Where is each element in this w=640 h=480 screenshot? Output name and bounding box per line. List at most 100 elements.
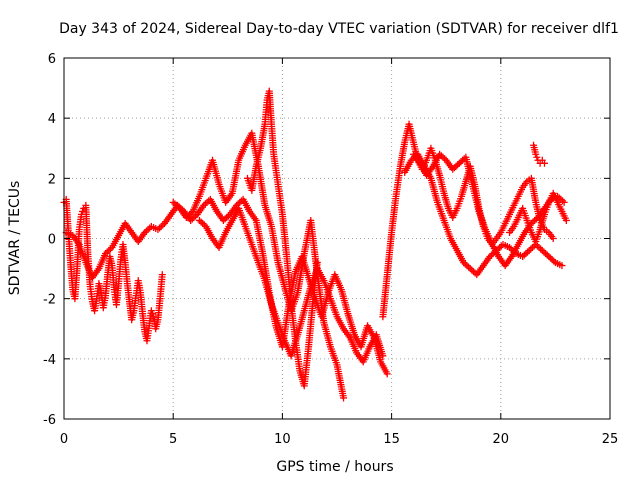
data-point [533, 153, 541, 161]
data-point [528, 244, 536, 252]
data-point [221, 215, 229, 223]
data-point [529, 218, 537, 226]
data-point [156, 224, 164, 232]
data-point [157, 222, 165, 230]
data-points [60, 87, 570, 402]
data-point [142, 227, 150, 235]
data-point [548, 256, 556, 264]
data-point [436, 150, 444, 158]
data-point [172, 201, 180, 209]
data-point [486, 253, 494, 261]
data-point [199, 219, 207, 227]
data-point [148, 310, 156, 318]
data-point [144, 225, 152, 233]
data-point [532, 150, 540, 158]
data-point [540, 248, 548, 256]
data-point [533, 242, 541, 250]
x-tick-label: 15 [383, 432, 400, 447]
data-point [201, 200, 209, 208]
data-point [103, 248, 111, 256]
x-axis-label: GPS time / hours [276, 459, 393, 475]
data-point [454, 161, 462, 169]
data-point [459, 156, 467, 164]
data-point [560, 198, 568, 206]
chart-title: Day 343 of 2024, Sidereal Day-to-day VTE… [59, 21, 619, 37]
series-sat-h [409, 150, 568, 270]
data-point [105, 247, 113, 255]
data-point [522, 250, 530, 258]
axis-ticks: 0 5 10 15 20 25 -6 -4 -2 0 2 4 6 [43, 52, 618, 447]
data-point [519, 253, 527, 261]
data-point [187, 216, 195, 224]
data-point [106, 245, 114, 253]
data-point [449, 165, 457, 173]
data-point [455, 159, 463, 167]
data-point [558, 197, 566, 205]
data-point [79, 207, 87, 215]
data-point [171, 200, 179, 208]
data-point [197, 218, 205, 226]
data-point [542, 250, 550, 258]
series-sat-e [195, 204, 387, 366]
data-point [531, 216, 539, 224]
data-point [461, 260, 469, 268]
data-point [520, 251, 528, 259]
data-point [141, 228, 149, 236]
data-point [158, 271, 166, 279]
y-tick-label: -4 [43, 353, 56, 368]
data-point [187, 209, 195, 217]
data-point [184, 212, 192, 220]
data-point [460, 259, 468, 267]
y-tick-label: -6 [43, 413, 56, 428]
data-point [340, 394, 348, 402]
data-point [524, 248, 532, 256]
y-tick-label: 2 [48, 172, 56, 187]
data-point [383, 370, 391, 378]
data-point [549, 235, 557, 242]
data-point [203, 198, 211, 206]
data-point [169, 198, 177, 206]
data-point [223, 213, 231, 221]
y-tick-label: 0 [48, 233, 56, 248]
data-point [182, 213, 190, 221]
data-point [466, 265, 474, 273]
series-sat-i [530, 141, 548, 167]
data-point [525, 247, 533, 255]
data-point [468, 266, 476, 274]
data-point [452, 162, 460, 170]
y-axis-label: SDTVAR / TECUs [7, 181, 23, 296]
data-point [101, 250, 109, 258]
x-tick-label: 20 [493, 432, 510, 447]
data-point [463, 262, 471, 270]
data-point [439, 153, 447, 161]
data-point [535, 244, 543, 252]
data-point [200, 221, 208, 229]
x-tick-label: 0 [60, 432, 68, 447]
data-point [195, 216, 203, 224]
data-point [219, 216, 227, 224]
y-tick-label: -2 [43, 293, 56, 308]
data-point [450, 164, 458, 172]
data-point [407, 156, 415, 164]
data-point [190, 213, 198, 221]
series-sat-j [506, 189, 570, 246]
data-point [546, 254, 554, 262]
data-point [465, 263, 473, 271]
data-point [527, 245, 535, 253]
x-tick-label: 25 [602, 432, 619, 447]
data-point [147, 307, 155, 315]
data-point [538, 247, 546, 255]
data-point [154, 225, 162, 233]
data-point [457, 158, 465, 166]
data-point [313, 259, 321, 267]
series-sat-a [60, 195, 166, 345]
data-point [562, 216, 570, 224]
data-point [543, 251, 551, 259]
data-point [188, 215, 196, 223]
data-point [200, 201, 208, 209]
x-tick-label: 5 [169, 432, 177, 447]
data-point [379, 352, 387, 360]
data-point [496, 244, 504, 252]
